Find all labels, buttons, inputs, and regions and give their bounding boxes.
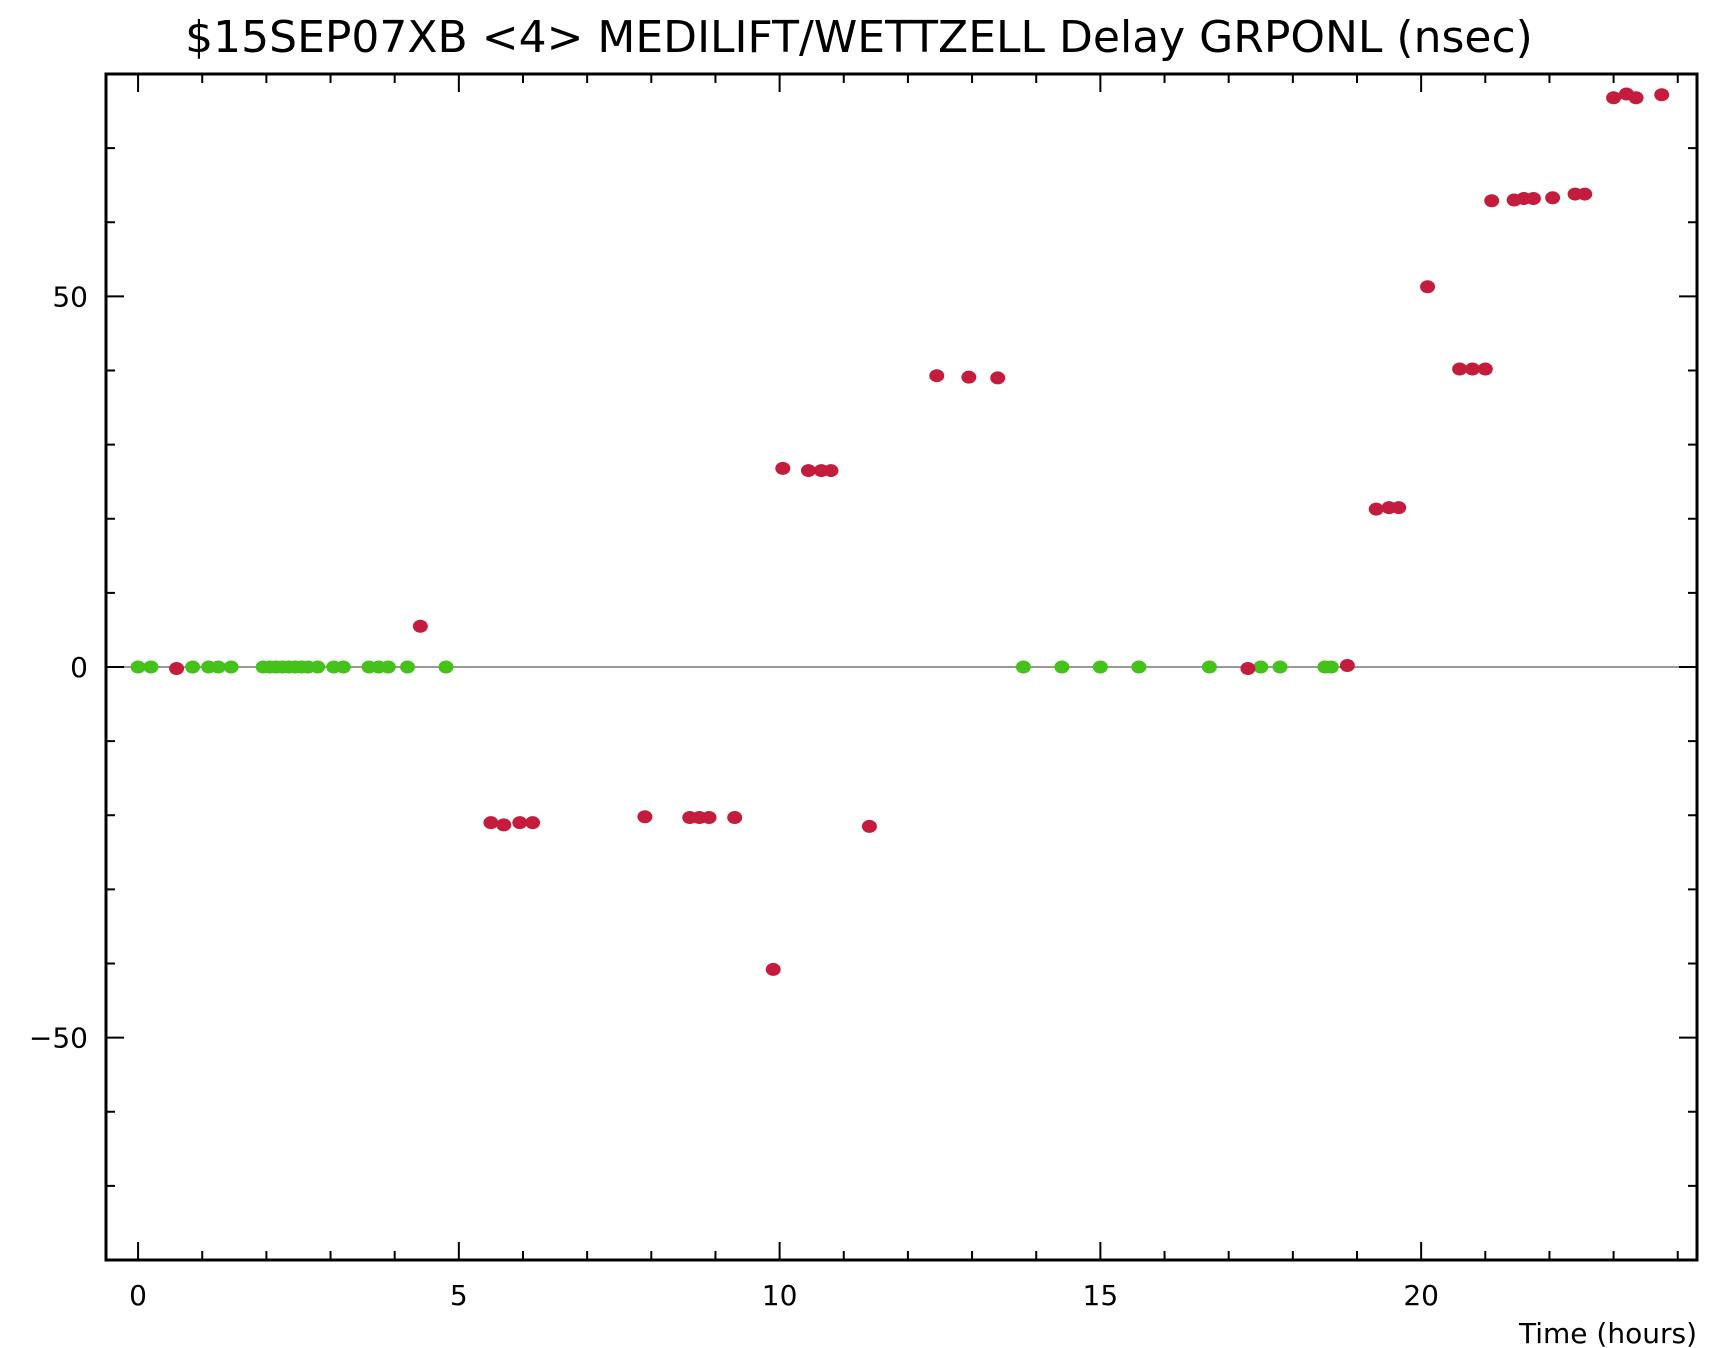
data-point	[961, 370, 977, 384]
data-point	[823, 464, 839, 478]
data-point	[1628, 91, 1644, 105]
data-point	[1484, 194, 1500, 208]
data-point	[380, 660, 396, 674]
axis-tick-labels: 0 5 10 15 20 −50 0 50	[29, 280, 1439, 1312]
data-point	[1092, 660, 1108, 674]
data-point	[525, 816, 541, 830]
y-tick-label: −50	[29, 1022, 88, 1055]
y-tick-label: 50	[52, 280, 88, 313]
data-point	[1201, 660, 1217, 674]
data-point	[637, 810, 653, 824]
x-tick-label: 10	[762, 1279, 798, 1312]
data-point	[438, 660, 454, 674]
data-point	[223, 660, 239, 674]
chart-title: $15SEP07XB <4> MEDILIFT/WETTZELL Delay G…	[185, 12, 1533, 63]
data-point	[210, 660, 226, 674]
x-tick-label: 0	[129, 1279, 147, 1312]
data-point	[1606, 91, 1622, 105]
data-point	[400, 660, 416, 674]
data-point	[727, 810, 743, 824]
data-point	[775, 461, 791, 475]
data-point	[1452, 362, 1468, 376]
data-point	[412, 619, 428, 633]
data-point	[1654, 88, 1670, 102]
data-point	[310, 660, 326, 674]
data-point	[185, 660, 201, 674]
data-point	[483, 816, 499, 830]
data-point	[765, 962, 781, 976]
data-point	[1545, 191, 1561, 205]
axis-ticks	[106, 74, 1697, 1260]
data-point	[130, 660, 146, 674]
data-point	[143, 660, 159, 674]
data-point	[512, 816, 528, 830]
data-point	[990, 371, 1006, 385]
data-point	[1420, 280, 1436, 294]
data-points	[130, 87, 1670, 976]
data-point	[861, 819, 877, 833]
data-point	[1464, 362, 1480, 376]
data-point	[1339, 659, 1355, 673]
data-point	[496, 818, 512, 832]
y-tick-label: 0	[70, 651, 88, 684]
data-point	[1391, 501, 1407, 515]
data-point	[1477, 362, 1493, 376]
data-point	[1577, 187, 1593, 201]
data-point	[1054, 660, 1070, 674]
data-point	[1015, 660, 1031, 674]
data-point	[1253, 660, 1269, 674]
data-point	[1240, 661, 1256, 675]
x-tick-label: 15	[1083, 1279, 1119, 1312]
data-point	[169, 661, 185, 675]
data-point	[701, 810, 717, 824]
data-point	[800, 464, 816, 478]
data-point	[335, 660, 351, 674]
data-point	[1272, 660, 1288, 674]
data-point	[1368, 502, 1384, 516]
data-point	[929, 369, 945, 383]
data-point	[1323, 660, 1339, 674]
data-point	[1525, 192, 1541, 206]
x-tick-label: 20	[1403, 1279, 1439, 1312]
x-tick-label: 5	[450, 1279, 468, 1312]
data-point	[1131, 660, 1147, 674]
x-axis-title: Time (hours)	[1518, 1317, 1697, 1348]
